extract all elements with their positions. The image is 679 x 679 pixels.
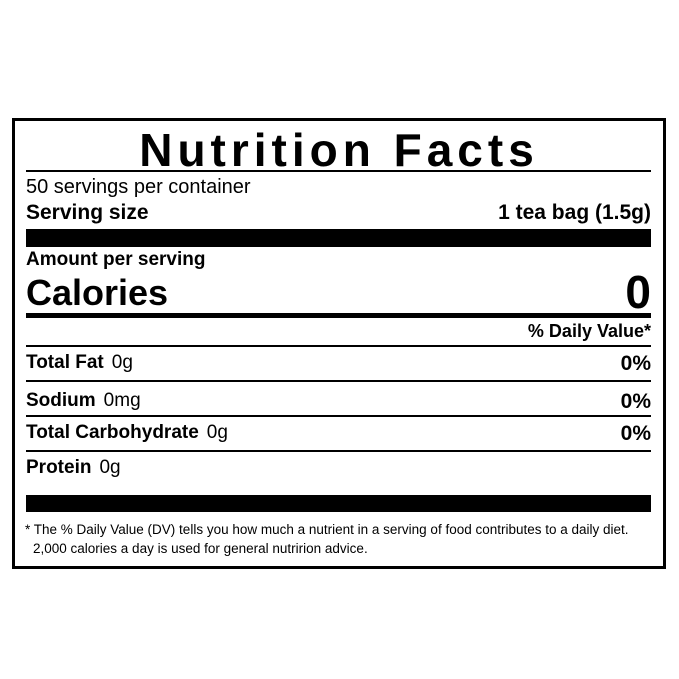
row-rule <box>26 450 651 452</box>
calories-label: Calories <box>26 272 169 313</box>
medium-rule <box>26 313 651 318</box>
serving-size-value: 1 tea bag (1.5g) <box>498 201 651 224</box>
nutrient-name: Sodium <box>26 390 96 411</box>
calories-value: 0 <box>625 266 651 318</box>
nutrient-name: Protein <box>26 457 92 478</box>
nutrient-amount: 0g <box>206 422 228 443</box>
nutrient-name: Total Carbohydrate <box>26 422 199 443</box>
amount-per-serving: Amount per serving <box>26 249 206 270</box>
nutrient-amount: 0g <box>111 352 133 373</box>
nutrient-row: Sodium 0mg 0% <box>26 390 651 424</box>
daily-value-header: % Daily Value* <box>527 321 651 341</box>
nutrient-name: Total Fat <box>26 352 104 373</box>
nutrient-row: Total Fat 0g 0% <box>26 352 651 386</box>
nutrient-amount: 0g <box>99 457 121 478</box>
nutrient-dv: 0% <box>620 352 651 375</box>
title: Nutrition Facts <box>139 124 539 176</box>
row-rule <box>26 345 651 347</box>
row-rule <box>26 380 651 382</box>
thick-rule <box>26 229 651 247</box>
nutrient-dv: 0% <box>620 390 651 413</box>
row-rule <box>26 415 651 417</box>
rule <box>26 170 651 172</box>
nutrition-label: Nutrition Facts 50 servings per containe… <box>12 118 666 569</box>
nutrient-row: Protein 0g <box>26 457 651 491</box>
nutrient-dv: 0% <box>620 422 651 445</box>
nutrient-row: Total Carbohydrate 0g 0% <box>26 422 651 456</box>
servings: 50 servings per container <box>26 176 251 198</box>
nutrient-amount: 0mg <box>103 390 141 411</box>
serving-size-label: Serving size <box>26 201 149 224</box>
thick-rule <box>26 495 651 512</box>
footnote: * The % Daily Value (DV) tells you how m… <box>25 522 629 556</box>
